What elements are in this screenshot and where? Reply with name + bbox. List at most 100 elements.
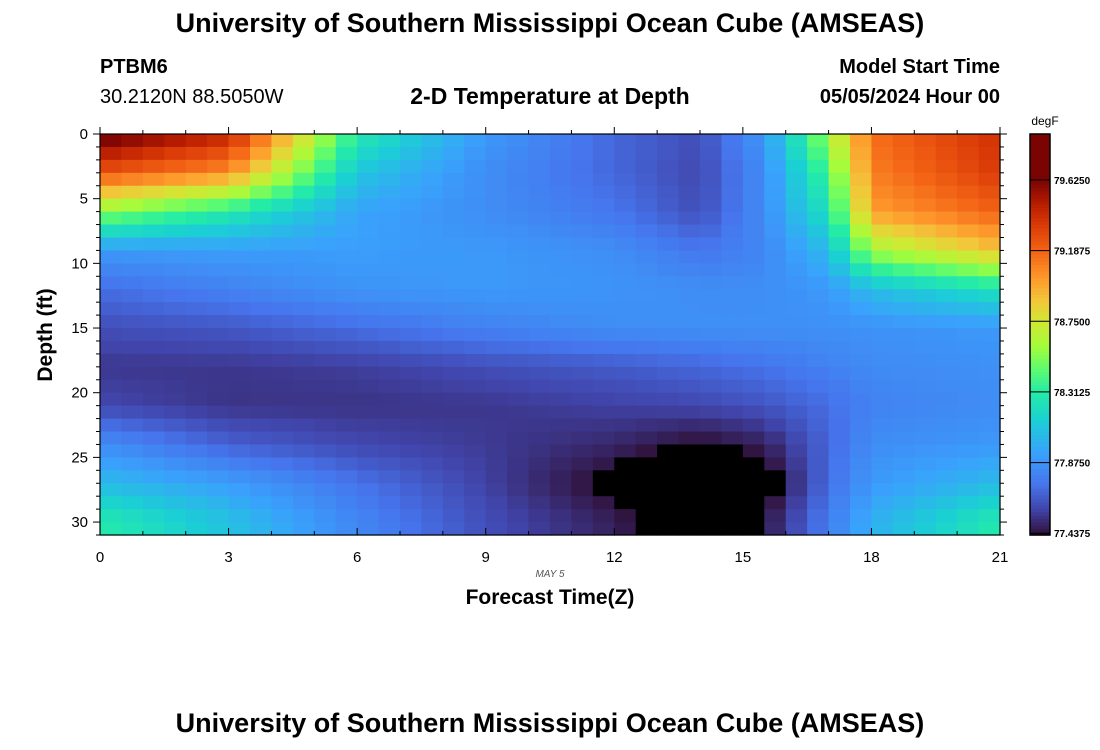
heatmap-cell — [635, 392, 658, 407]
heatmap-cell — [100, 522, 123, 536]
heatmap-cell — [292, 159, 315, 174]
heatmap-cell — [764, 172, 787, 187]
heatmap-cell — [807, 340, 830, 355]
heatmap-cell — [700, 289, 723, 303]
heatmap-cell — [785, 172, 808, 187]
heatmap-cell — [271, 522, 294, 536]
heatmap-cell — [614, 457, 637, 471]
heatmap-cell — [271, 328, 294, 342]
heatmap-cell — [507, 237, 530, 252]
y-tick-label: 20 — [71, 385, 88, 402]
heatmap-cell — [314, 276, 337, 290]
colorbar-segment — [1030, 214, 1050, 219]
heatmap-cell — [892, 250, 915, 264]
heatmap-cell — [678, 146, 701, 161]
y-tick-label: 0 — [80, 126, 88, 143]
colorbar-segment — [1030, 267, 1050, 272]
heatmap-cell — [871, 496, 894, 510]
heatmap-cell — [442, 302, 465, 316]
heatmap-cell — [657, 444, 680, 458]
heatmap-cell — [957, 237, 980, 252]
colorbar: 77.4375 77.8750 78.3125 78.7500 79.1875 79.62… — [1029, 133, 1091, 540]
colorbar-segment — [1030, 227, 1050, 232]
heatmap-cell — [721, 276, 744, 290]
heatmap-cell — [485, 224, 508, 239]
heatmap-cell — [828, 340, 851, 355]
heatmap-cell — [957, 159, 980, 174]
heatmap-cell — [807, 328, 830, 342]
colorbar-segment — [1030, 488, 1050, 493]
heatmap-cell — [271, 159, 294, 174]
heatmap-cell — [121, 146, 144, 161]
heatmap-cell — [314, 302, 337, 316]
heatmap-cell — [121, 522, 144, 536]
heatmap-cell — [807, 211, 830, 226]
heatmap-cell — [292, 289, 315, 303]
heatmap-cell — [957, 250, 980, 264]
heatmap-cell — [785, 496, 808, 510]
heatmap-cell — [678, 224, 701, 239]
heatmap-cell — [314, 159, 337, 174]
heatmap-cell — [142, 483, 165, 497]
heatmap-cell — [700, 353, 723, 368]
heatmap-cell — [228, 353, 251, 368]
heatmap-cell — [207, 315, 230, 329]
heatmap-cell — [635, 496, 658, 510]
heatmap-cell — [335, 250, 358, 264]
heatmap-cell — [314, 444, 337, 458]
heatmap-cell — [335, 276, 358, 290]
colorbar-segment — [1030, 284, 1050, 289]
heatmap-cell — [700, 366, 723, 381]
heatmap-cell — [250, 263, 273, 277]
x-tick-label: 0 — [96, 549, 104, 566]
heatmap-cell — [185, 172, 208, 187]
heatmap-cell — [957, 392, 980, 407]
heatmap-cell — [142, 405, 165, 420]
heatmap-cell — [571, 470, 594, 484]
colorbar-segment — [1030, 190, 1050, 195]
heatmap-cell — [378, 483, 401, 497]
heatmap-cell — [700, 276, 723, 290]
heatmap-cell — [828, 328, 851, 342]
heatmap-cell — [742, 457, 765, 471]
heatmap-cell — [142, 379, 165, 394]
heatmap-cell — [207, 431, 230, 446]
heatmap-cell — [614, 483, 637, 497]
heatmap-cell — [100, 302, 123, 316]
heatmap-cell — [464, 276, 487, 290]
heatmap-cell — [142, 366, 165, 381]
heatmap-cell — [464, 392, 487, 407]
heatmap-cell — [442, 457, 465, 471]
colorbar-segment — [1030, 494, 1050, 499]
heatmap-cell — [592, 302, 615, 316]
heatmap-cell — [935, 431, 958, 446]
heatmap-cell — [485, 457, 508, 471]
heatmap-cell — [271, 392, 294, 407]
heatmap-cell — [592, 211, 615, 226]
heatmap-cell — [507, 418, 530, 433]
heatmap-cell — [957, 444, 980, 458]
heatmap-cell — [614, 302, 637, 316]
heatmap-cell — [828, 172, 851, 187]
heatmap-cell — [721, 340, 744, 355]
station-coordinates: 30.2120N 88.5050W — [100, 86, 284, 108]
heatmap-cell — [421, 522, 444, 536]
heatmap-cell — [271, 405, 294, 420]
heatmap-cell — [742, 276, 765, 290]
heatmap-cell — [635, 366, 658, 381]
colorbar-tick-label: 77.4375 — [1054, 529, 1091, 540]
heatmap-cell — [485, 418, 508, 433]
heatmap-cell — [807, 431, 830, 446]
heatmap-cell — [185, 185, 208, 200]
heatmap-cell — [807, 185, 830, 200]
heatmap-cell — [850, 366, 873, 381]
heatmap-cell — [528, 250, 551, 264]
heatmap-cell — [871, 263, 894, 277]
colorbar-segment — [1030, 344, 1050, 349]
heatmap-cell — [207, 250, 230, 264]
colorbar-segment — [1030, 454, 1050, 459]
heatmap-cell — [700, 418, 723, 433]
heatmap-cell — [721, 431, 744, 446]
heatmap-cell — [635, 302, 658, 316]
heatmap-cell — [228, 276, 251, 290]
